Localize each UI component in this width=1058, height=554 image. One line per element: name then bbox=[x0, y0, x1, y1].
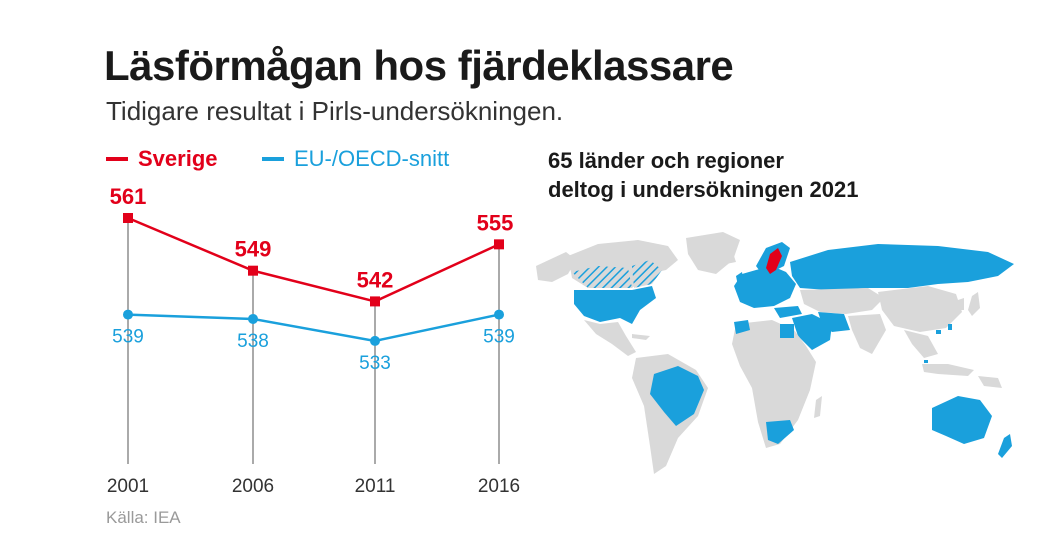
map-new-zealand bbox=[998, 434, 1012, 458]
map-canada-participant bbox=[572, 266, 632, 288]
data-point-eu bbox=[494, 309, 504, 320]
map-south-asia bbox=[848, 314, 886, 354]
map-southeast-asia bbox=[904, 330, 938, 358]
map-morocco bbox=[734, 320, 750, 334]
map-africa bbox=[732, 320, 816, 448]
map-note-line-1: 65 länder och regioner bbox=[548, 148, 784, 173]
x-tick-label: 2006 bbox=[232, 476, 274, 497]
legend-label-eu: EU-/OECD-snitt bbox=[294, 146, 450, 171]
chart-title: Läsförmågan hos fjärdeklassare bbox=[104, 42, 734, 89]
series-line-sverige bbox=[127, 216, 500, 303]
map-note: 65 länder och regioner deltog i undersök… bbox=[548, 146, 859, 204]
map-uk bbox=[736, 272, 744, 286]
data-label-sverige: 549 bbox=[235, 237, 272, 262]
map-caribbean bbox=[632, 334, 650, 340]
map-brazil bbox=[650, 366, 704, 426]
data-point-sverige bbox=[370, 296, 380, 307]
map-greenland bbox=[686, 232, 740, 274]
data-point-sverige bbox=[494, 239, 504, 250]
map-singapore bbox=[924, 360, 928, 363]
map-usa bbox=[574, 286, 656, 324]
map-hong-kong bbox=[936, 330, 941, 334]
data-label-eu: 539 bbox=[112, 327, 144, 348]
map-quebec-participant bbox=[632, 260, 662, 288]
map-australia bbox=[932, 396, 992, 444]
map-madagascar bbox=[814, 396, 822, 418]
legend-item-eu: EU-/OECD-snitt bbox=[262, 146, 449, 172]
map-egypt bbox=[780, 324, 794, 338]
legend-swatch-sverige bbox=[106, 157, 128, 161]
legend-item-sverige: Sverige bbox=[106, 146, 218, 172]
x-tick-label: 2011 bbox=[355, 476, 396, 497]
series-line-eu bbox=[127, 313, 500, 343]
world-map bbox=[536, 232, 1014, 474]
map-indonesia bbox=[922, 364, 974, 376]
map-mexico-central bbox=[584, 320, 636, 356]
data-point-eu bbox=[248, 313, 258, 324]
x-tick-label: 2016 bbox=[478, 476, 520, 497]
data-label-eu: 539 bbox=[483, 327, 515, 348]
chart-subtitle: Tidigare resultat i Pirls-undersökningen… bbox=[106, 96, 564, 126]
map-europe bbox=[734, 266, 796, 308]
data-label-sverige: 555 bbox=[477, 210, 514, 235]
map-korea bbox=[958, 298, 964, 310]
map-central-asia bbox=[800, 288, 884, 314]
map-china bbox=[878, 286, 962, 332]
legend-label-sverige: Sverige bbox=[138, 146, 218, 171]
source-note: Källa: IEA bbox=[106, 508, 181, 527]
data-point-sverige bbox=[123, 213, 133, 223]
line-chart: 2001 2006 2011 2016 539 538 533 539 561 549 542 555 bbox=[107, 184, 520, 497]
map-iran bbox=[818, 312, 850, 332]
data-point-sverige bbox=[248, 265, 258, 276]
data-label-eu: 533 bbox=[359, 353, 391, 374]
map-south-africa bbox=[766, 420, 794, 444]
map-taiwan bbox=[948, 324, 952, 330]
data-label-eu: 538 bbox=[237, 331, 269, 352]
map-turkey bbox=[774, 306, 802, 318]
map-japan bbox=[968, 292, 980, 316]
x-tick-label: 2001 bbox=[107, 476, 149, 497]
map-note-line-2: deltog i undersökningen 2021 bbox=[548, 177, 859, 202]
legend-swatch-eu bbox=[262, 157, 284, 161]
data-label-sverige: 561 bbox=[110, 184, 147, 209]
data-label-sverige: 542 bbox=[357, 267, 394, 292]
map-russia bbox=[790, 244, 1014, 290]
data-point-eu bbox=[123, 309, 133, 320]
data-point-eu bbox=[370, 335, 380, 346]
map-papua bbox=[978, 376, 1002, 388]
map-alaska bbox=[536, 252, 576, 282]
map-iceland bbox=[724, 256, 736, 264]
map-sweden bbox=[766, 248, 782, 274]
